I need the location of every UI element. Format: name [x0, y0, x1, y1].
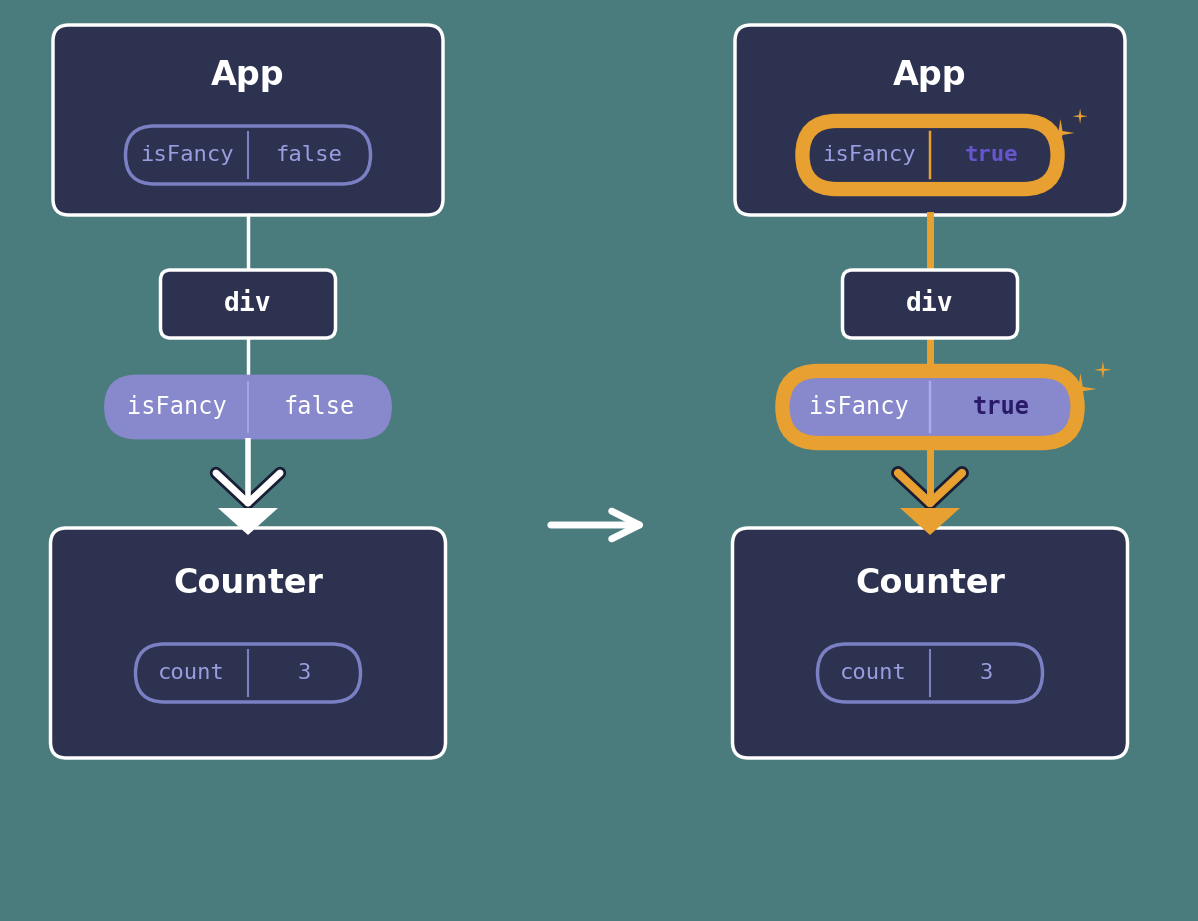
Text: false: false [276, 145, 343, 165]
FancyBboxPatch shape [801, 120, 1059, 190]
Text: false: false [284, 395, 355, 419]
Text: 3: 3 [297, 663, 311, 683]
FancyBboxPatch shape [135, 644, 361, 702]
Text: isFancy: isFancy [809, 395, 908, 419]
Text: App: App [211, 59, 285, 91]
FancyBboxPatch shape [781, 370, 1078, 444]
Polygon shape [1047, 119, 1075, 147]
Text: Counter: Counter [173, 566, 323, 600]
FancyBboxPatch shape [126, 126, 370, 184]
Text: 3: 3 [980, 663, 993, 683]
Polygon shape [900, 508, 960, 535]
Text: isFancy: isFancy [822, 145, 915, 165]
Text: isFancy: isFancy [140, 145, 234, 165]
Text: true: true [973, 395, 1030, 419]
Polygon shape [218, 508, 278, 535]
FancyBboxPatch shape [736, 25, 1125, 215]
FancyBboxPatch shape [105, 376, 391, 438]
Text: true: true [964, 145, 1018, 165]
Text: div: div [224, 291, 272, 317]
Polygon shape [1065, 373, 1096, 405]
FancyBboxPatch shape [787, 376, 1072, 438]
Text: Counter: Counter [855, 566, 1005, 600]
FancyBboxPatch shape [842, 270, 1017, 338]
FancyBboxPatch shape [161, 270, 335, 338]
Text: isFancy: isFancy [127, 395, 226, 419]
FancyBboxPatch shape [53, 25, 443, 215]
Text: count: count [840, 663, 907, 683]
Polygon shape [1094, 361, 1112, 379]
FancyBboxPatch shape [817, 644, 1042, 702]
Polygon shape [1072, 109, 1088, 124]
Text: App: App [894, 59, 967, 91]
Text: div: div [906, 291, 954, 317]
FancyBboxPatch shape [732, 528, 1127, 758]
FancyBboxPatch shape [50, 528, 446, 758]
Text: count: count [158, 663, 225, 683]
FancyBboxPatch shape [807, 126, 1053, 184]
